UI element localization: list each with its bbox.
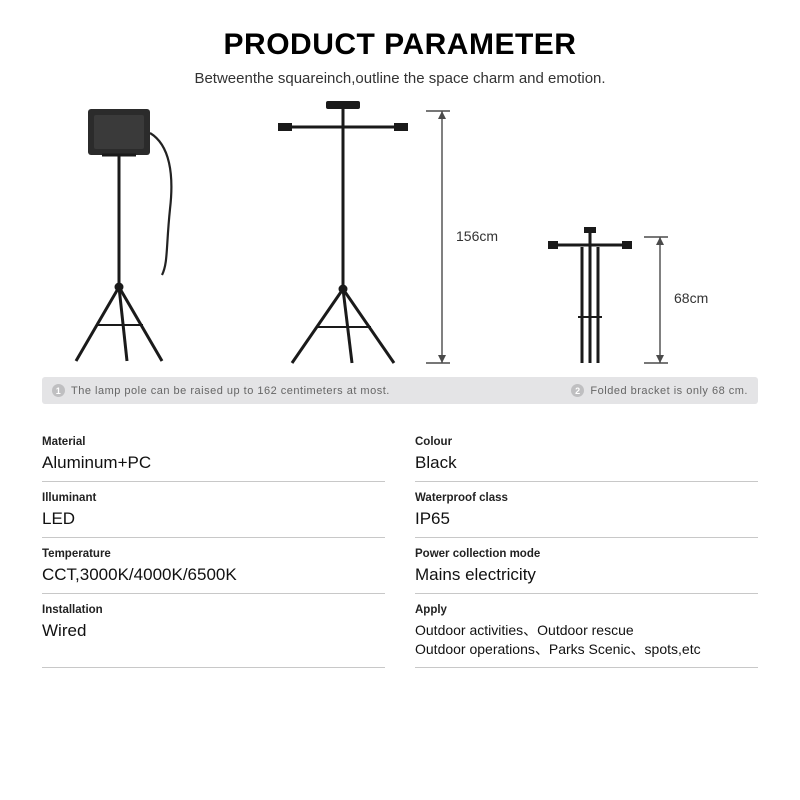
spec-label: Power collection mode xyxy=(415,548,758,560)
spec-grid: Material Aluminum+PC Colour Black Illuminant… xyxy=(42,426,758,668)
spec-value: Aluminum+PC xyxy=(42,453,385,473)
dim-68: 68cm xyxy=(674,290,708,306)
product-diagram: 156cm xyxy=(42,97,758,377)
spec-label: Illuminant xyxy=(42,492,385,504)
notes-bar: 1 The lamp pole can be raised up to 162 … xyxy=(42,377,758,404)
spec-label: Colour xyxy=(415,436,758,448)
page-subtitle: Betweenthe squareinch,outline the space … xyxy=(42,70,758,87)
spec-value: CCT,3000K/4000K/6500K xyxy=(42,565,385,585)
spec-cell: Power collection mode Mains electricity xyxy=(415,538,758,594)
dim-156: 156cm xyxy=(456,228,498,244)
spec-value: Black xyxy=(415,453,758,473)
note-2: 2 Folded bracket is only 68 cm. xyxy=(571,384,748,397)
spec-cell: Waterproof class IP65 xyxy=(415,482,758,538)
spec-cell: Illuminant LED xyxy=(42,482,385,538)
note-1: 1 The lamp pole can be raised up to 162 … xyxy=(52,384,390,397)
spec-label: Material xyxy=(42,436,385,448)
spec-value: Wired xyxy=(42,621,385,641)
spec-label: Waterproof class xyxy=(415,492,758,504)
spec-value: Outdoor activities、Outdoor rescueOutdoor… xyxy=(415,621,758,659)
note-num-2: 2 xyxy=(571,384,584,397)
note-text-1: The lamp pole can be raised up to 162 ce… xyxy=(71,385,390,397)
spec-value: Mains electricity xyxy=(415,565,758,585)
spec-label: Apply xyxy=(415,604,758,616)
spec-cell: Installation Wired xyxy=(42,594,385,668)
spec-value: LED xyxy=(42,509,385,529)
page-title: PRODUCT PARAMETER xyxy=(42,28,758,62)
spec-label: Installation xyxy=(42,604,385,616)
spec-label: Temperature xyxy=(42,548,385,560)
note-num-1: 1 xyxy=(52,384,65,397)
spec-cell: Material Aluminum+PC xyxy=(42,426,385,482)
spec-cell: Colour Black xyxy=(415,426,758,482)
spec-value: IP65 xyxy=(415,509,758,529)
spec-cell: Apply Outdoor activities、Outdoor rescueOu… xyxy=(415,594,758,668)
note-text-2: Folded bracket is only 68 cm. xyxy=(590,385,748,397)
spec-cell: Temperature CCT,3000K/4000K/6500K xyxy=(42,538,385,594)
